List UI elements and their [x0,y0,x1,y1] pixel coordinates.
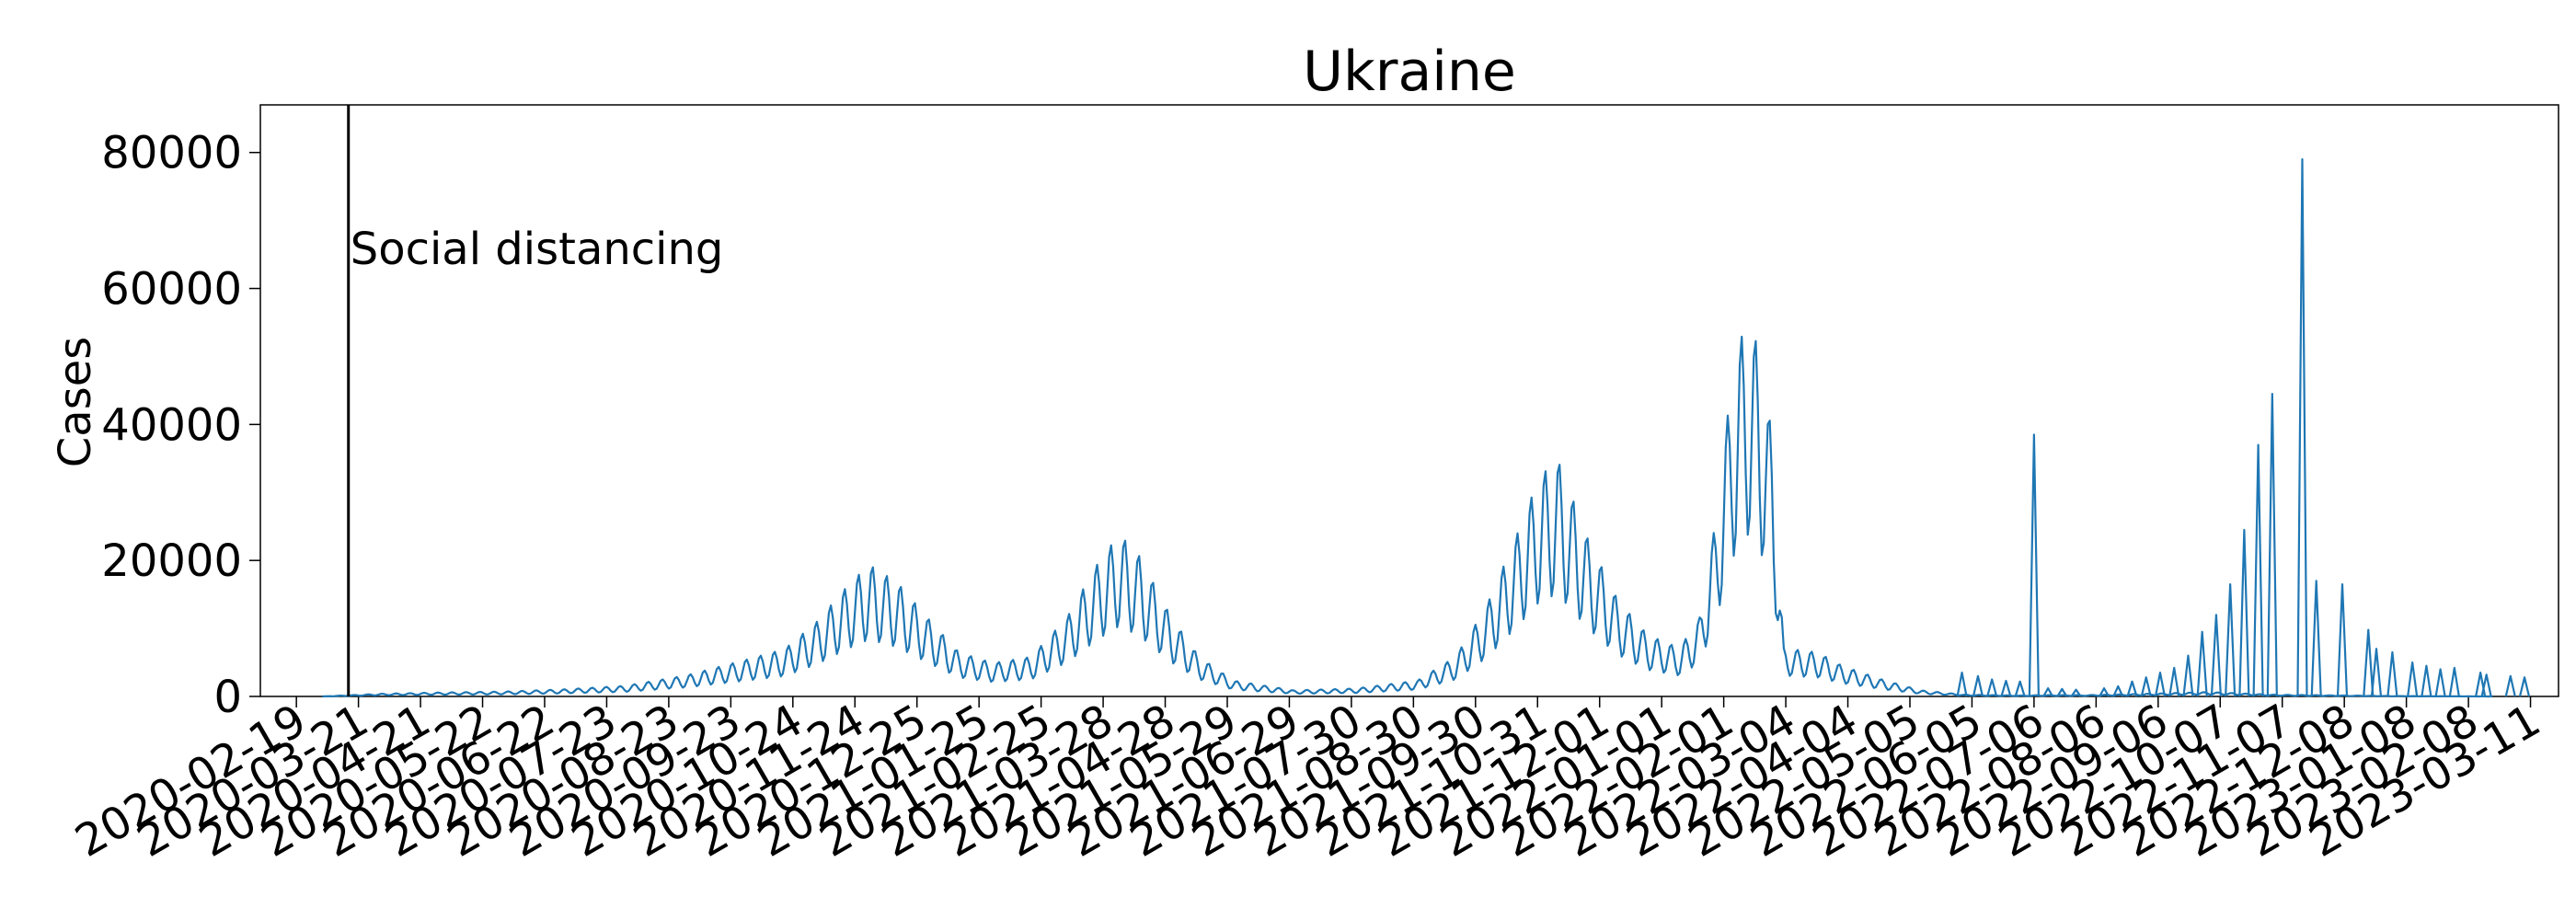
spike-mark [2028,433,2040,697]
spike-mark [2363,628,2375,697]
spike-mark [1986,678,1998,697]
spike-mark [2238,528,2250,697]
y-tick-label: 20000 [101,535,242,587]
spike-mark [2196,630,2208,697]
spike-mark [2480,673,2492,697]
spike-mark [2099,687,2110,697]
spike-mark [2252,443,2264,697]
spike-mark [2154,672,2167,697]
spike-mark [2336,582,2349,697]
y-axis-label: Cases [50,337,101,467]
spike-mark [2370,648,2383,697]
y-tick-label: 60000 [101,264,242,316]
y-ticks: 0 20000 40000 60000 80000 [101,128,260,723]
plot-area [259,104,2559,697]
spike-mark [2014,680,2026,697]
spike-mark [2000,679,2012,697]
spike-mark [2056,687,2068,697]
spike-mark [2504,674,2516,697]
spike-mark [2182,654,2194,697]
y-tick-label: 80000 [101,128,242,179]
spike-mark [2266,393,2278,697]
series-layer [322,158,2531,698]
y-tick-label: 40000 [101,399,242,451]
series-line [322,335,2493,698]
x-ticks: 2020-02-192020-03-212020-04-212020-05-22… [67,695,2549,868]
spike-mark [2296,158,2308,697]
spike-mark [2407,661,2419,697]
spike-mark [2386,650,2398,697]
spike-mark [2421,664,2432,697]
spike-mark [2070,688,2082,697]
social-distancing-label: Social distancing [351,224,724,275]
spike-mark [1956,672,1968,697]
spike-mark [2126,680,2138,697]
spike-mark [2448,666,2460,697]
spike-mark [2225,582,2237,697]
spike-mark [2310,580,2322,697]
spike-mark [2168,666,2180,697]
chart-title: Ukraine [1303,40,1516,104]
spike-mark [2518,676,2531,697]
spike-mark [2434,668,2446,697]
spike-mark [2210,614,2223,697]
y-tick-label: 0 [213,672,242,723]
spike-mark [2042,687,2054,697]
annotation-layer: Social distancing [347,105,724,696]
spike-mark [2140,676,2152,697]
spike-mark [2112,684,2124,697]
spike-mark [1972,674,1984,697]
